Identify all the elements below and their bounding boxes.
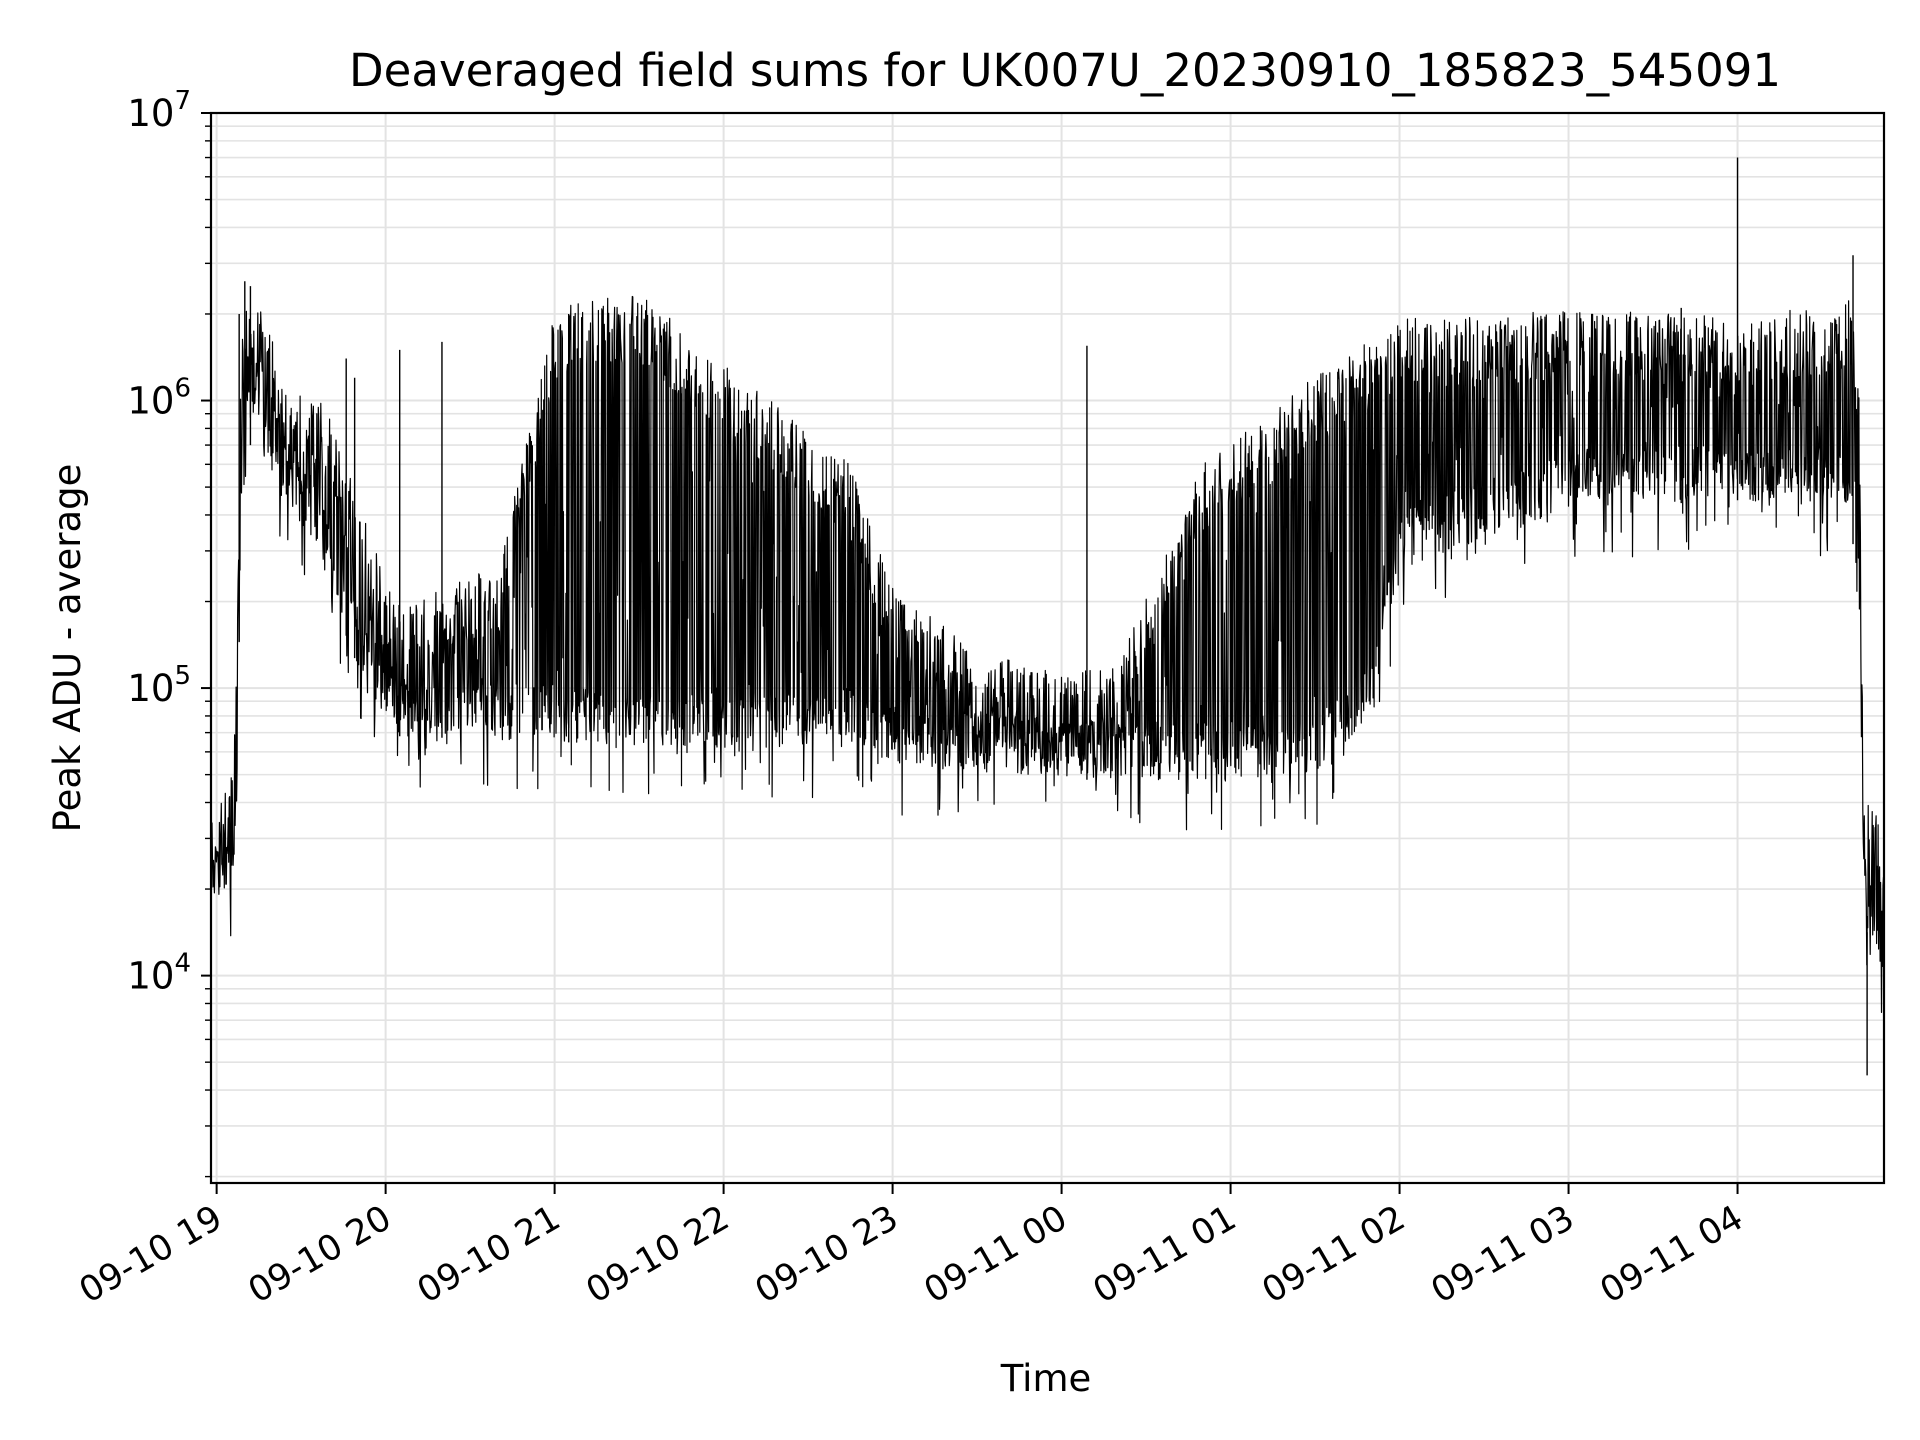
x-tick-label: 09-10 22 — [580, 1198, 736, 1311]
x-tick-label: 09-10 21 — [411, 1198, 567, 1311]
x-tick-label: 09-11 00 — [918, 1198, 1074, 1311]
x-tick-label: 09-11 03 — [1425, 1198, 1581, 1311]
x-tick-label: 09-10 20 — [242, 1198, 398, 1311]
y-axis-title: Peak ADU - average — [46, 464, 89, 833]
chart-title: Deaveraged field sums for UK007U_2023091… — [349, 44, 1781, 97]
x-tick-label: 09-11 02 — [1256, 1198, 1412, 1311]
series-layer — [210, 157, 1885, 1076]
x-axis: 09-10 19 09-10 20 09-10 21 09-10 22 09-10 23… — [73, 1183, 1750, 1311]
x-tick-label: 09-11 01 — [1087, 1198, 1243, 1311]
y-tick-label: 106 — [127, 374, 191, 423]
series-line — [210, 295, 1885, 1014]
x-tick-label: 09-10 23 — [749, 1198, 905, 1311]
y-axis: 104 105 106 107 — [127, 86, 211, 1178]
y-tick-label: 104 — [127, 949, 191, 998]
x-axis-title: Time — [1000, 1357, 1092, 1400]
y-tick-label: 105 — [127, 661, 191, 710]
y-tick-label: 107 — [127, 86, 191, 135]
x-tick-label: 09-10 19 — [73, 1198, 229, 1311]
x-tick-label: 09-11 04 — [1594, 1198, 1750, 1311]
plot-frame — [209, 111, 1886, 1185]
